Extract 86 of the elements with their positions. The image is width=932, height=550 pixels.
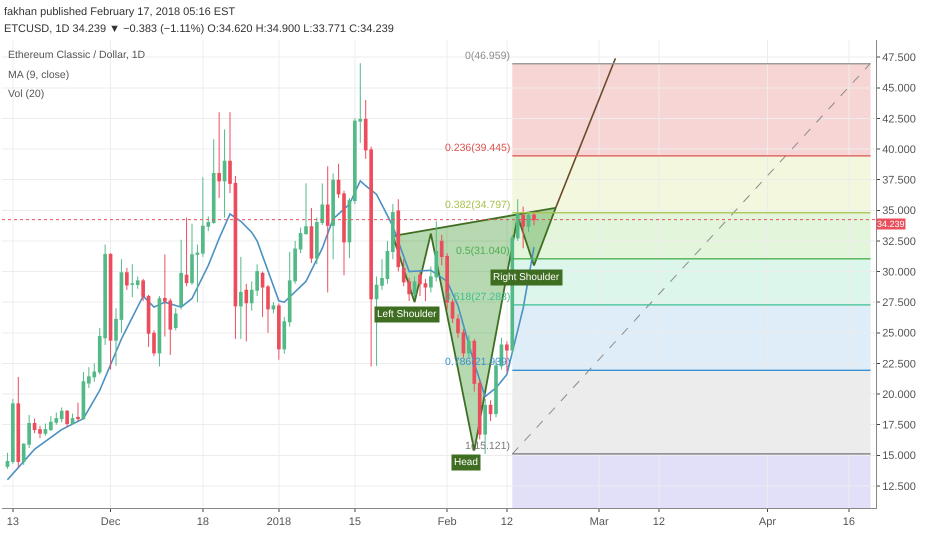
x-tick-label: 12 (652, 516, 665, 528)
candlestick (22, 442, 26, 466)
y-tick-label: 20.000 (882, 388, 916, 401)
y-tick-label: 42.500 (882, 113, 916, 126)
candlestick (179, 239, 183, 310)
candlestick (130, 264, 134, 298)
candlestick (222, 128, 226, 218)
ref-line-label: 0.5(31.040) (456, 245, 510, 257)
y-tick-label: 25.000 (882, 328, 916, 340)
candlestick (412, 276, 416, 298)
candlestick (255, 264, 259, 297)
annotation: MA (9, close) (8, 69, 70, 81)
x-tick-label: 16 (842, 516, 855, 528)
candlestick (407, 277, 411, 302)
x-tick-label: 13 (6, 516, 19, 528)
candlestick (320, 182, 324, 226)
candlestick (168, 298, 172, 356)
candlestick (272, 302, 276, 314)
candlestick (125, 267, 129, 290)
candlestick (103, 244, 107, 346)
candlestick (65, 409, 69, 428)
x-tick-label: 18 (196, 516, 209, 528)
candlestick (250, 280, 254, 312)
candlestick (244, 283, 248, 342)
candlestick (54, 412, 58, 426)
candlestick (440, 234, 444, 266)
candlestick (98, 327, 102, 375)
chart-subtitle: ETCUSD, 1D 34.239 ▼ −0.383 (−1.11%) O:34.620 H:34.900 L:33.771 C:34.239 (4, 23, 394, 35)
annotation: Right Shoulder (493, 272, 560, 283)
candlestick (315, 217, 319, 265)
candlestick (108, 252, 112, 370)
candlestick (206, 216, 210, 232)
y-tick-label: 15.000 (882, 450, 916, 462)
candlestick (488, 400, 492, 422)
y-tick-label: 22.500 (882, 358, 916, 370)
x-tick-label: 2018 (266, 516, 292, 528)
candlestick (158, 296, 162, 367)
candlestick (27, 414, 31, 448)
candlestick (174, 308, 178, 331)
candlestick (429, 266, 433, 293)
ref-line-label: 0.236(39.445) (445, 142, 510, 154)
candlestick (217, 112, 221, 199)
y-tick-label: 27.500 (882, 297, 916, 310)
candlestick (60, 407, 64, 423)
candlestick (331, 173, 335, 260)
candlestick (478, 378, 482, 440)
candlestick (277, 302, 281, 360)
y-tick-label: 30.000 (882, 266, 916, 278)
x-tick-label: 15 (348, 516, 361, 528)
x-tick-label: Feb (438, 516, 457, 528)
candlestick (516, 198, 520, 242)
candlestick (163, 254, 167, 337)
candlestick (70, 413, 74, 426)
candlestick (239, 256, 243, 340)
x-tick-label: Mar (590, 516, 609, 528)
annotation: Ethereum Classic / Dollar, 1D (8, 49, 146, 61)
y-tick-label: 12.500 (882, 480, 916, 493)
candlestick (282, 316, 286, 354)
candlestick (136, 276, 140, 290)
annotation: Vol (20) (8, 88, 44, 100)
y-tick-label: 37.500 (882, 174, 916, 187)
candlestick (16, 376, 20, 468)
candlestick (358, 62, 362, 144)
candlestick (76, 402, 80, 422)
y-tick-label: 45.000 (882, 82, 916, 95)
y-tick-label: 35.000 (882, 205, 916, 218)
ref-line-label: 0.382(34.797) (445, 199, 510, 211)
y-tick-label: 17.500 (882, 420, 916, 432)
candlestick (402, 258, 406, 287)
x-tick-label: Apr (758, 516, 776, 528)
y-tick-label: 47.500 (882, 52, 916, 64)
candlestick (92, 362, 96, 382)
ref-line-label: 0(46.959) (465, 50, 510, 62)
x-tick-label: Dec (100, 516, 121, 528)
ref-line-label: 34.239 (877, 219, 905, 229)
candlestick (526, 211, 530, 233)
y-tick-label: 40.000 (882, 144, 916, 156)
x-tick-label: 12 (500, 516, 513, 528)
candlestick (434, 220, 438, 282)
y-tick-label: 32.500 (882, 236, 916, 248)
candlestick (288, 251, 292, 328)
chart-title: fakhan published February 17, 2018 05:16 EST (4, 6, 236, 18)
candlestick (212, 138, 216, 224)
candlestick (364, 100, 368, 160)
annotation: Left Shoulder (377, 309, 438, 320)
annotation: Head (454, 457, 478, 468)
